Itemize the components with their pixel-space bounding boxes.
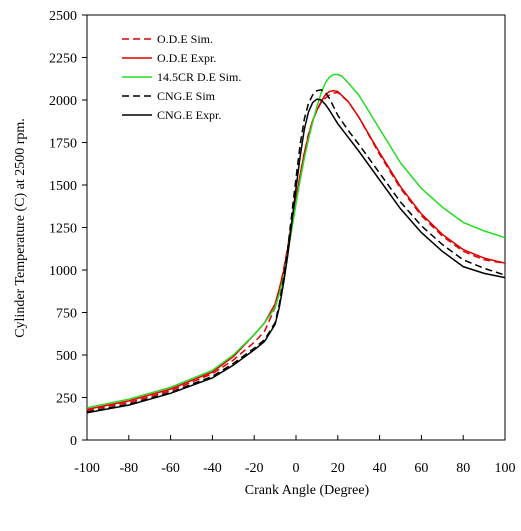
x-tick-label: 0 <box>293 461 300 476</box>
series-line-3 <box>86 73 506 409</box>
plot-frame <box>86 14 506 441</box>
y-tick-label: 0 <box>70 434 77 449</box>
x-tick-label: 100 <box>495 461 516 476</box>
legend-label: CNG.E Expr. <box>157 108 221 122</box>
x-tick-label: 20 <box>331 461 345 476</box>
series-layer <box>86 73 506 414</box>
series-line-2 <box>86 89 506 411</box>
y-tick-label: 1750 <box>49 137 77 152</box>
legend-label: O.D.E Sim. <box>157 32 213 46</box>
x-tick-label: -100 <box>74 461 100 476</box>
y-tick-label: 1250 <box>49 222 77 237</box>
y-tick-label: 2250 <box>49 52 77 67</box>
x-tick-label: 80 <box>456 461 470 476</box>
y-axis: 0 250 500 750 1000 1250 1500 1750 2000 2250 2500 <box>49 9 87 449</box>
legend-label: CNG.E Sim <box>157 89 216 103</box>
x-tick-label: 60 <box>414 461 428 476</box>
y-tick-label: 2500 <box>49 9 77 24</box>
y-tick-label: 1500 <box>49 179 77 194</box>
y-axis-title: Cylinder Temperature (C) at 2500 rpm. <box>13 118 28 338</box>
x-tick-label: 40 <box>373 461 387 476</box>
x-tick-label: -40 <box>203 461 222 476</box>
x-tick-label: -20 <box>245 461 264 476</box>
x-tick-label: -60 <box>161 461 180 476</box>
series-line-5 <box>86 98 506 414</box>
legend: O.D.E Sim. O.D.E Expr. 14.5CR D.E Sim. CNG.… <box>122 32 241 122</box>
y-tick-label: 750 <box>56 307 77 322</box>
x-axis-title: Crank Angle (Degree) <box>245 483 370 498</box>
y-tick-label: 2000 <box>49 94 77 109</box>
x-axis: -100 -80 -60 -40 -20 0 20 40 60 80 100 <box>74 435 516 476</box>
x-tick-label: -80 <box>119 461 138 476</box>
legend-label: 14.5CR D.E Sim. <box>157 70 241 84</box>
series-line-4 <box>86 89 506 413</box>
y-tick-label: 250 <box>56 392 77 407</box>
legend-label: O.D.E Expr. <box>157 51 216 65</box>
y-tick-label: 500 <box>56 349 77 364</box>
y-tick-label: 1000 <box>49 264 77 279</box>
